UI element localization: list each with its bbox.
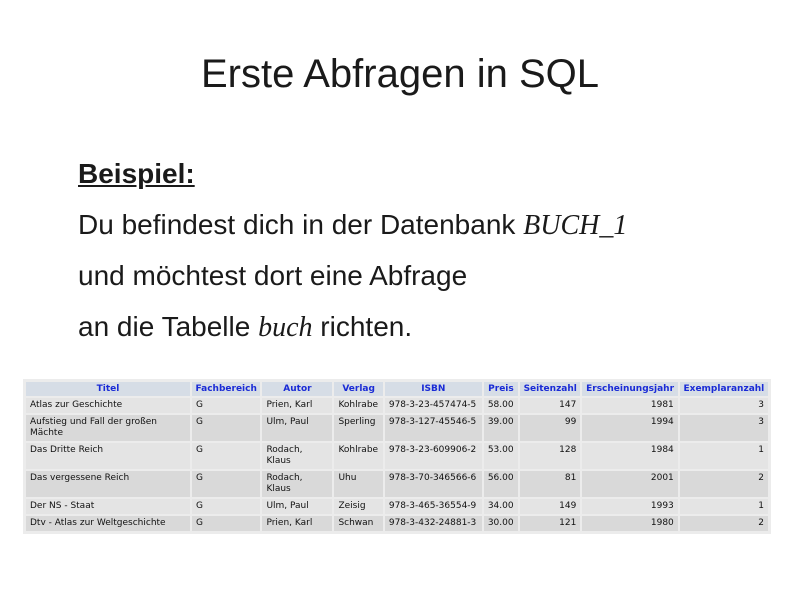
cell-fachbereich: G — [192, 516, 261, 531]
cell-fachbereich: G — [192, 499, 261, 514]
table-row[interactable]: Das Dritte Reich G Rodach, Klaus Kohlrab… — [26, 443, 768, 469]
cell-fachbereich: G — [192, 415, 261, 441]
cell-fachbereich: G — [192, 471, 261, 497]
cell-autor: Prien, Karl — [262, 398, 333, 413]
cell-titel: Atlas zur Geschichte — [26, 398, 190, 413]
cell-verlag: Uhu — [334, 471, 383, 497]
database-name: BUCH_1 — [523, 210, 628, 241]
column-header-preis[interactable]: Preis — [483, 382, 519, 396]
cell-erscheinungsjahr: 1993 — [582, 499, 678, 514]
cell-autor: Prien, Karl — [262, 516, 333, 531]
column-header-isbn[interactable]: ISBN — [384, 382, 482, 396]
cell-isbn: 978-3-23-609906-2 — [384, 443, 482, 469]
body-line-3-text-a: an die Tabelle — [78, 311, 259, 342]
column-header-autor[interactable]: Autor — [262, 382, 333, 396]
cell-titel: Das vergessene Reich — [26, 471, 190, 497]
cell-isbn: 978-3-465-36554-9 — [384, 499, 482, 514]
cell-preis: 30.00 — [483, 516, 519, 531]
cell-preis: 53.00 — [483, 443, 519, 469]
cell-isbn: 978-3-23-457474-5 — [384, 398, 482, 413]
cell-exemplaranzahl: 2 — [679, 516, 768, 531]
table-row[interactable]: Atlas zur Geschichte G Prien, Karl Kohlr… — [26, 398, 768, 413]
book-table: Titel Fachbereich Autor Verlag ISBN Prei… — [24, 380, 770, 533]
cell-autor: Ulm, Paul — [262, 499, 333, 514]
cell-preis: 58.00 — [483, 398, 519, 413]
table-row[interactable]: Aufstieg und Fall der großen Mächte G Ul… — [26, 415, 768, 441]
cell-preis: 34.00 — [483, 499, 519, 514]
cell-erscheinungsjahr: 1980 — [582, 516, 678, 531]
cell-autor: Rodach, Klaus — [262, 443, 333, 469]
cell-seitenzahl: 121 — [520, 516, 581, 531]
cell-verlag: Sperling — [334, 415, 383, 441]
example-heading: Beispiel: — [78, 158, 195, 189]
column-header-exemplaranzahl[interactable]: Exemplaranzahl — [679, 382, 768, 396]
cell-autor: Ulm, Paul — [262, 415, 333, 441]
cell-exemplaranzahl: 3 — [679, 415, 768, 441]
cell-verlag: Schwan — [334, 516, 383, 531]
cell-fachbereich: G — [192, 398, 261, 413]
body-line-2-text: und möchtest dort eine Abfrage — [78, 260, 468, 291]
cell-titel: Das Dritte Reich — [26, 443, 190, 469]
body-line-1: Du befindest dich in der Datenbank BUCH_… — [78, 199, 758, 250]
table-row[interactable]: Der NS - Staat G Ulm, Paul Zeisig 978-3-… — [26, 499, 768, 514]
cell-isbn: 978-3-127-45546-5 — [384, 415, 482, 441]
cell-isbn: 978-3-432-24881-3 — [384, 516, 482, 531]
column-header-erscheinungsjahr[interactable]: Erscheinungsjahr — [582, 382, 678, 396]
cell-erscheinungsjahr: 1994 — [582, 415, 678, 441]
cell-isbn: 978-3-70-346566-6 — [384, 471, 482, 497]
cell-titel: Dtv - Atlas zur Weltgeschichte — [26, 516, 190, 531]
cell-seitenzahl: 81 — [520, 471, 581, 497]
cell-seitenzahl: 149 — [520, 499, 581, 514]
cell-fachbereich: G — [192, 443, 261, 469]
table-name: buch — [258, 312, 313, 343]
cell-verlag: Zeisig — [334, 499, 383, 514]
column-header-verlag[interactable]: Verlag — [334, 382, 383, 396]
cell-erscheinungsjahr: 1984 — [582, 443, 678, 469]
cell-exemplaranzahl: 1 — [679, 443, 768, 469]
cell-verlag: Kohlrabe — [334, 398, 383, 413]
cell-exemplaranzahl: 2 — [679, 471, 768, 497]
table-row[interactable]: Dtv - Atlas zur Weltgeschichte G Prien, … — [26, 516, 768, 531]
body-line-3: an die Tabelle buch richten. — [78, 301, 758, 352]
cell-titel: Der NS - Staat — [26, 499, 190, 514]
table-header-row: Titel Fachbereich Autor Verlag ISBN Prei… — [26, 382, 768, 396]
book-table-container: Titel Fachbereich Autor Verlag ISBN Prei… — [23, 379, 771, 534]
cell-seitenzahl: 147 — [520, 398, 581, 413]
slide-title: Erste Abfragen in SQL — [200, 52, 599, 96]
slide-body: Beispiel: Du befindest dich in der Daten… — [78, 148, 758, 352]
cell-titel: Aufstieg und Fall der großen Mächte — [26, 415, 190, 441]
body-line-3-text-b: richten. — [312, 311, 413, 342]
body-line-1-text: Du befindest dich in der Datenbank — [78, 209, 524, 240]
cell-preis: 39.00 — [483, 415, 519, 441]
cell-preis: 56.00 — [483, 471, 519, 497]
cell-erscheinungsjahr: 1981 — [582, 398, 678, 413]
cell-seitenzahl: 99 — [520, 415, 581, 441]
table-row[interactable]: Das vergessene Reich G Rodach, Klaus Uhu… — [26, 471, 768, 497]
cell-exemplaranzahl: 1 — [679, 499, 768, 514]
column-header-titel[interactable]: Titel — [26, 382, 190, 396]
cell-verlag: Kohlrabe — [334, 443, 383, 469]
cell-autor: Rodach, Klaus — [262, 471, 333, 497]
column-header-seitenzahl[interactable]: Seitenzahl — [520, 382, 581, 396]
cell-erscheinungsjahr: 2001 — [582, 471, 678, 497]
cell-exemplaranzahl: 3 — [679, 398, 768, 413]
cell-seitenzahl: 128 — [520, 443, 581, 469]
example-heading-line: Beispiel: — [78, 148, 758, 199]
column-header-fachbereich[interactable]: Fachbereich — [192, 382, 261, 396]
body-line-2: und möchtest dort eine Abfrage — [78, 250, 758, 301]
